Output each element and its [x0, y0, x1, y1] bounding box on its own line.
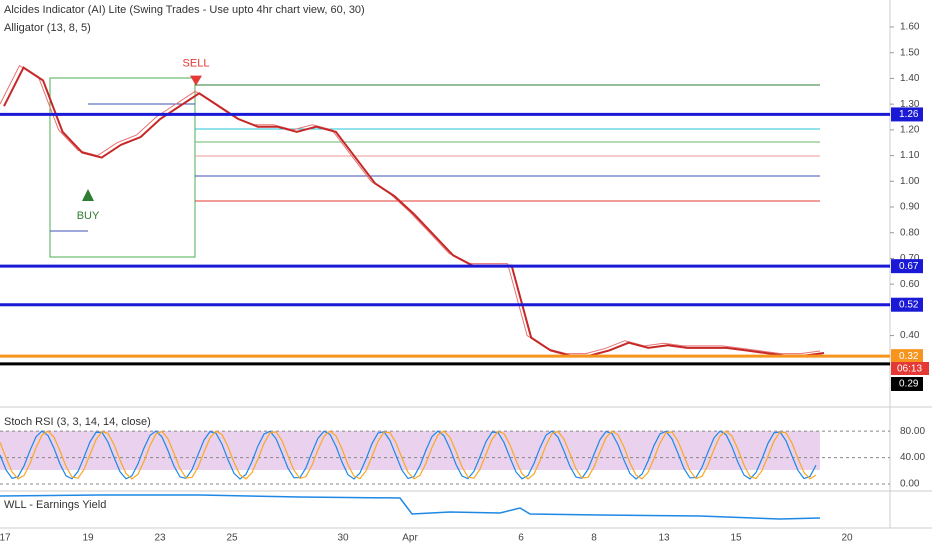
- indicator-title: Alcides Indicator (AI) Lite (Swing Trade…: [4, 4, 365, 16]
- date-label: 30: [337, 533, 349, 544]
- y-tick-label: 1.00: [900, 176, 920, 187]
- price-tag: [891, 377, 923, 391]
- date-label: 13: [658, 533, 670, 544]
- signal-label: SELL: [183, 57, 210, 69]
- countdown-tag: [891, 362, 929, 375]
- y-tick-label: 1.40: [900, 73, 920, 84]
- price-tag-label: 1.26: [899, 109, 919, 120]
- date-label: 15: [730, 533, 742, 544]
- signal-label: BUY: [77, 210, 100, 222]
- stoch-band: [0, 431, 820, 470]
- y-tick-label: 1.30: [900, 99, 920, 110]
- stoch-tick-label: 40.00: [900, 452, 925, 463]
- indicator-title: Alligator (13, 8, 5): [4, 22, 91, 34]
- buy-arrow: [82, 189, 94, 201]
- price-line: [0, 64, 821, 355]
- price-tag-label: 0.29: [899, 379, 919, 390]
- wll-line: [0, 494, 821, 520]
- date-label: 20: [841, 533, 853, 544]
- y-tick-label: 0.80: [900, 227, 920, 238]
- price-tag-label: 0.67: [899, 261, 919, 272]
- swing-boxes: [49, 77, 820, 258]
- stoch-d: [0, 430, 817, 480]
- stoch-tick-label: 0.00: [900, 479, 920, 490]
- sell-arrow: [190, 75, 202, 86]
- date-label: 17: [0, 533, 11, 544]
- date-label: 6: [518, 533, 524, 544]
- y-tick-label: 1.50: [900, 47, 920, 58]
- price-tag-label: 0.52: [899, 299, 919, 310]
- y-tick-label: 0.60: [900, 279, 920, 290]
- alligator-line: [3, 66, 825, 357]
- y-tick-label: 0.70: [900, 253, 920, 264]
- countdown-label: 06:13: [897, 364, 922, 375]
- y-tick-label: 1.20: [900, 124, 920, 135]
- price-tag: [891, 349, 923, 364]
- y-tick-label: 0.40: [900, 330, 920, 341]
- indicator-title: Stoch RSI (3, 3, 14, 14, close): [4, 416, 151, 428]
- price-tag-label: 0.32: [899, 351, 919, 362]
- date-label: 25: [226, 533, 238, 544]
- y-tick-label: 0.90: [900, 202, 920, 213]
- price-tag: [891, 107, 923, 122]
- date-label: Apr: [402, 533, 418, 544]
- price-tag: [891, 259, 923, 274]
- date-label: 23: [154, 533, 166, 544]
- y-tick-label: 1.10: [900, 150, 920, 161]
- date-label: 19: [82, 533, 94, 544]
- stoch-tick-label: 80.00: [900, 426, 925, 437]
- stoch-k: [0, 430, 817, 480]
- indicator-title: WLL - Earnings Yield: [4, 499, 106, 511]
- date-label: 8: [591, 533, 597, 544]
- price-tag: [891, 297, 923, 312]
- y-tick-label: 1.60: [900, 22, 920, 33]
